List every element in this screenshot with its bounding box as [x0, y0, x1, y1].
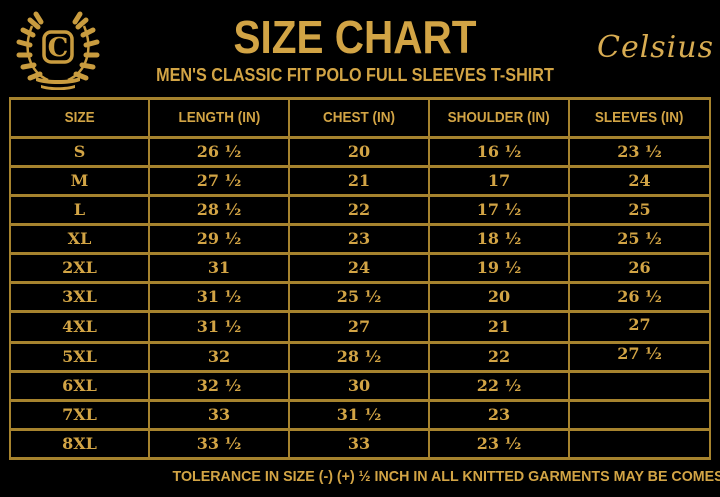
sleeves-value: 24	[568, 165, 711, 197]
shoulder-value: 18 ½	[428, 223, 570, 255]
chest-value: 24	[288, 252, 430, 284]
sleeves-value	[568, 399, 711, 431]
brand-name: Celsius	[596, 30, 714, 65]
title-block: SIZE CHART MEN'S CLASSIC FIT POLO FULL S…	[120, 14, 590, 86]
length-value: 31	[148, 252, 290, 284]
sleeves-value	[568, 428, 711, 460]
laurel-ribbon	[36, 77, 80, 90]
shoulder-value: 21	[428, 310, 570, 344]
chest-value: 33	[288, 428, 430, 460]
length-value: 29 ½	[148, 223, 290, 255]
size-label: 6XL	[9, 370, 150, 402]
chest-value: 28 ½	[288, 341, 430, 373]
shoulder-value: 22 ½	[428, 370, 570, 402]
length-value: 26 ½	[148, 136, 290, 168]
table-row: XL 29 ½ 23 18 ½ 25 ½	[9, 223, 711, 255]
size-label: M	[9, 165, 150, 197]
table-row: 4XL 31 ½ 27 21 27	[9, 310, 711, 344]
page-title: SIZE CHART	[233, 11, 477, 63]
table-row: 3XL 31 ½ 25 ½ 20 26 ½	[9, 281, 711, 313]
table-row: 2XL 31 24 19 ½ 26	[9, 252, 711, 284]
chest-value: 30	[288, 370, 430, 402]
sleeves-value: 23 ½	[568, 136, 711, 168]
table-header-row: SIZE LENGTH (IN) CHEST (IN) SHOULDER (IN…	[9, 97, 711, 139]
length-value: 32 ½	[148, 370, 290, 402]
size-label: 7XL	[9, 399, 150, 431]
length-value: 28 ½	[148, 194, 290, 226]
header: C SIZE CHART MEN'S CLASSIC FIT POLO FULL…	[0, 0, 720, 96]
column-header-size: SIZE	[9, 97, 150, 139]
length-value: 27 ½	[148, 165, 290, 197]
length-value: 33 ½	[148, 428, 290, 460]
tolerance-note: TOLERANCE IN SIZE (-) (+) ½ INCH IN ALL …	[172, 468, 720, 485]
length-value: 31 ½	[148, 310, 290, 344]
sleeves-value: 27	[568, 310, 711, 344]
chest-value: 25 ½	[288, 281, 430, 313]
chest-value: 31 ½	[288, 399, 430, 431]
sleeves-value: 26 ½	[568, 281, 711, 313]
table-row: M 27 ½ 21 17 24	[9, 165, 711, 197]
shoulder-value: 23 ½	[428, 428, 570, 460]
table-row: 5XL 32 28 ½ 22 27 ½	[9, 341, 711, 373]
sleeves-value: 26	[568, 252, 711, 284]
table-row: 7XL 33 31 ½ 23	[9, 399, 711, 431]
size-label: L	[9, 194, 150, 226]
page-subtitle: MEN'S CLASSIC FIT POLO FULL SLEEVES T-SH…	[156, 65, 554, 85]
chest-value: 27	[288, 310, 430, 344]
chest-value: 23	[288, 223, 430, 255]
size-label: XL	[9, 223, 150, 255]
size-label: 4XL	[9, 310, 150, 344]
table-row: 8XL 33 ½ 33 23 ½	[9, 428, 711, 460]
column-header-chest: CHEST (IN)	[288, 97, 430, 139]
shoulder-value: 23	[428, 399, 570, 431]
celsius-laurel-logo: C	[16, 11, 100, 90]
table-row: 6XL 32 ½ 30 22 ½	[9, 370, 711, 402]
sleeves-value: 25 ½	[568, 223, 711, 255]
sleeves-value: 25	[568, 194, 711, 226]
length-value: 32	[148, 341, 290, 373]
sleeves-value: 27 ½	[568, 341, 711, 373]
shoulder-value: 17 ½	[428, 194, 570, 226]
logo-letter-box	[42, 30, 74, 64]
sleeves-value	[568, 370, 711, 402]
shoulder-value: 17	[428, 165, 570, 197]
size-label: S	[9, 136, 150, 168]
shoulder-value: 20	[428, 281, 570, 313]
laurel-leaves	[16, 11, 100, 81]
length-value: 31 ½	[148, 281, 290, 313]
table-row: L 28 ½ 22 17 ½ 25	[9, 194, 711, 226]
size-label: 2XL	[9, 252, 150, 284]
size-chart-table: SIZE LENGTH (IN) CHEST (IN) SHOULDER (IN…	[9, 97, 711, 460]
length-value: 33	[148, 399, 290, 431]
column-header-length: LENGTH (IN)	[148, 97, 290, 139]
shoulder-value: 19 ½	[428, 252, 570, 284]
size-label: 5XL	[9, 341, 150, 373]
table-row: S 26 ½ 20 16 ½ 23 ½	[9, 136, 711, 168]
chest-value: 21	[288, 165, 430, 197]
chest-value: 22	[288, 194, 430, 226]
size-label: 3XL	[9, 281, 150, 313]
logo-letter: C	[48, 33, 69, 63]
shoulder-value: 16 ½	[428, 136, 570, 168]
column-header-shoulder: SHOULDER (IN)	[428, 97, 570, 139]
size-label: 8XL	[9, 428, 150, 460]
column-header-sleeves: SLEEVES (IN)	[568, 97, 711, 139]
shoulder-value: 22	[428, 341, 570, 373]
chest-value: 20	[288, 136, 430, 168]
